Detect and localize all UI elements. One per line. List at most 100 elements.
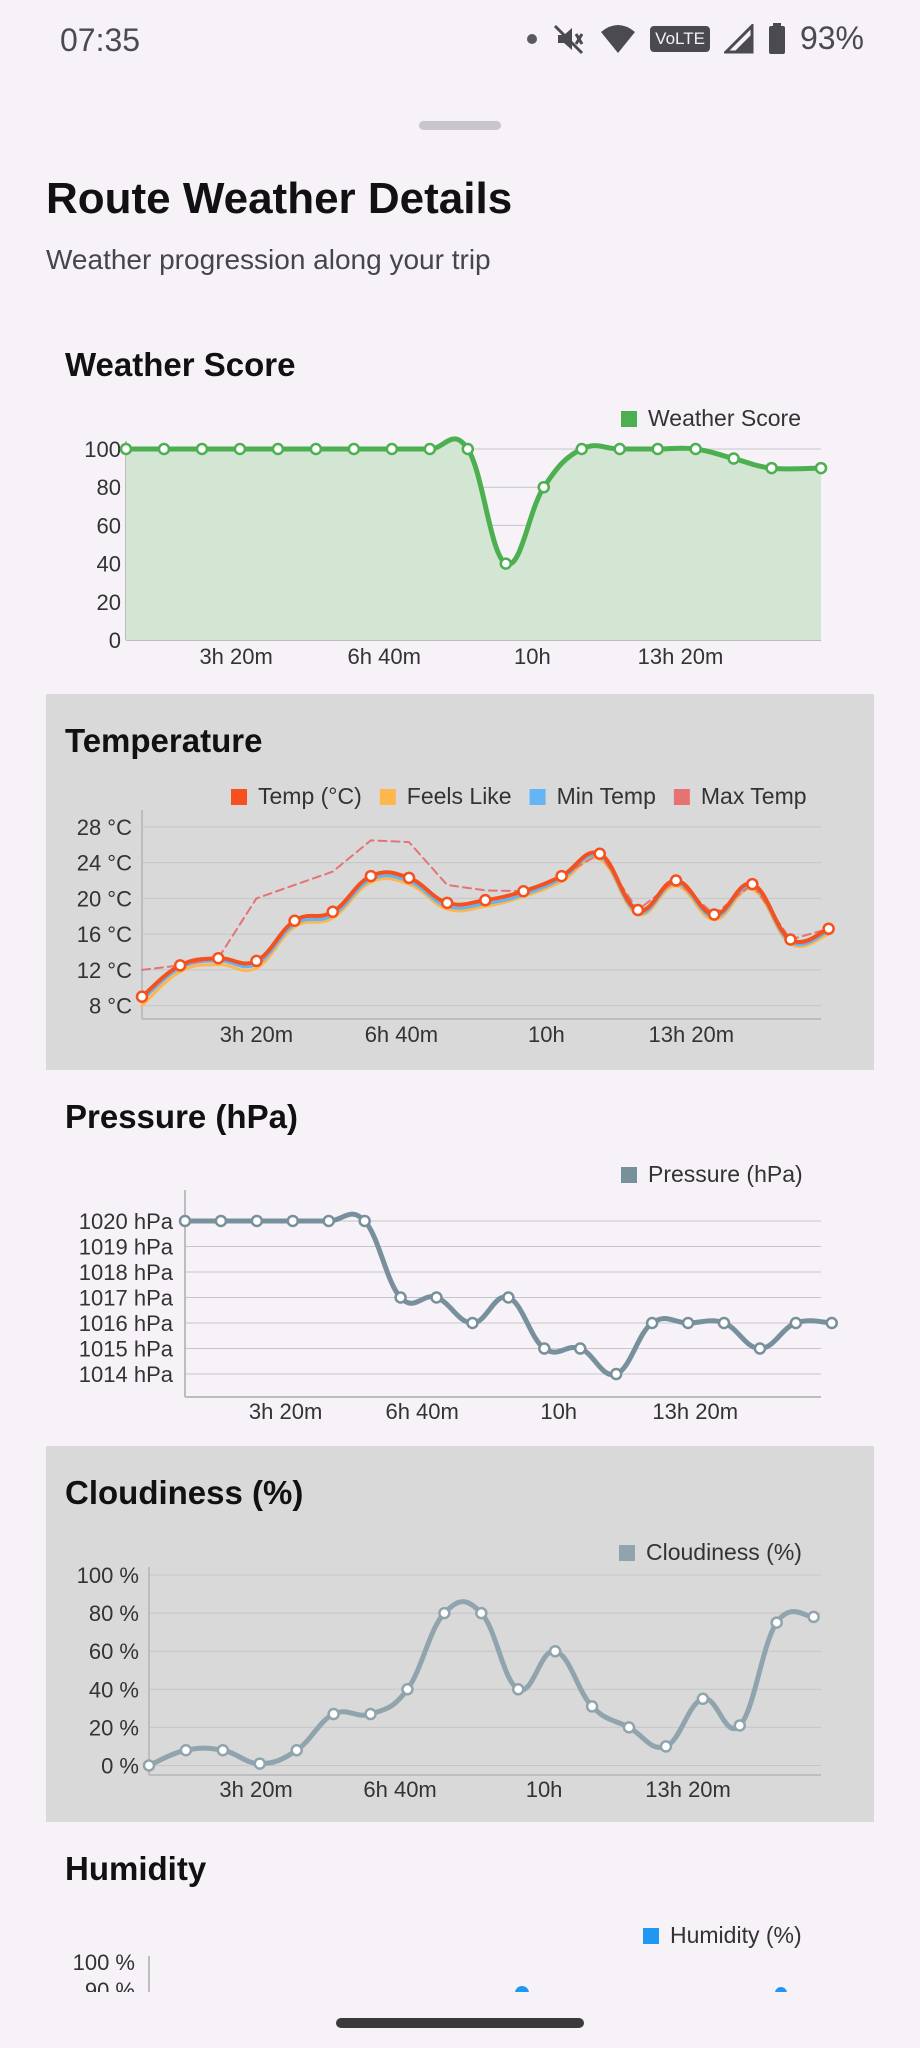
- data-point: [765, 461, 778, 475]
- data-point: [358, 1214, 371, 1228]
- data-point: [645, 1316, 659, 1330]
- x-tick-label: 10h: [528, 1022, 565, 1047]
- data-point: [364, 1707, 377, 1721]
- y-tick-label: 60: [97, 513, 121, 538]
- y-tick-label: 1017 hPa: [79, 1286, 174, 1311]
- cloudiness-card: Cloudiness (%) 100 % 80 % 60 % 40 % 20 % 0 % 3…: [46, 1446, 874, 1822]
- y-tick-label: 8 °C: [89, 994, 132, 1019]
- x-tick-label: 3h 20m: [220, 1022, 293, 1047]
- sheet-drag-handle[interactable]: [419, 121, 501, 130]
- y-tick-label: 80: [97, 475, 121, 500]
- y-tick-label: 100 %: [77, 1563, 139, 1588]
- data-point: [631, 903, 645, 917]
- humidity-chart: Humidity (%) 100 % 90 %: [73, 1922, 802, 1992]
- data-point: [775, 1987, 787, 1992]
- data-point: [250, 954, 263, 968]
- data-point: [461, 442, 475, 456]
- series-area: [126, 438, 821, 640]
- data-point: [499, 557, 513, 570]
- card-title: Weather Score: [65, 346, 296, 383]
- y-tick-label: 100: [84, 437, 121, 462]
- wifi-icon: [601, 24, 636, 53]
- y-tick-label: 1015 hPa: [79, 1337, 174, 1362]
- data-point: [286, 1214, 300, 1228]
- legend-label: Cloudiness (%): [646, 1539, 802, 1565]
- status-time: 07:35: [60, 22, 141, 58]
- data-point: [195, 442, 209, 456]
- data-point: [322, 1214, 335, 1228]
- data-point: [517, 885, 530, 898]
- x-tick-label: 3h 20m: [219, 1777, 292, 1802]
- data-point: [689, 442, 702, 456]
- data-point: [430, 1291, 443, 1304]
- data-point: [537, 480, 551, 494]
- data-point: [622, 1721, 636, 1734]
- y-tick-label: 0 %: [101, 1753, 139, 1778]
- y-tick-label: 1014 hPa: [79, 1362, 174, 1387]
- card-title: Cloudiness (%): [65, 1474, 304, 1511]
- legend-label: Humidity (%): [670, 1922, 802, 1948]
- data-point: [555, 869, 568, 883]
- data-point: [585, 1700, 599, 1713]
- data-point: [825, 1316, 839, 1330]
- data-point: [466, 1316, 479, 1330]
- legend-swatch: [621, 411, 637, 427]
- card-title: Humidity: [65, 1850, 207, 1887]
- data-point: [288, 914, 301, 927]
- data-point: [822, 922, 835, 936]
- y-tick-label: 1018 hPa: [79, 1260, 174, 1285]
- battery-percent: 93%: [799, 20, 864, 56]
- card-title: Pressure (hPa): [65, 1098, 298, 1135]
- y-tick-label: 60 %: [89, 1639, 139, 1664]
- data-point: [402, 871, 416, 885]
- x-tick-label: 6h 40m: [348, 644, 421, 669]
- status-icons: VoLTE 93%: [526, 20, 864, 57]
- legend-swatch: [673, 789, 690, 805]
- y-tick-label: 20 °C: [77, 886, 132, 911]
- y-tick-label: 0: [109, 628, 121, 653]
- data-point: [707, 908, 721, 921]
- page-subtitle: Weather progression along your trip: [46, 244, 491, 275]
- legend-label: Weather Score: [648, 405, 801, 431]
- legend-label: Min Temp: [557, 783, 656, 809]
- cellular-signal-icon: [723, 23, 754, 53]
- data-point: [475, 1606, 488, 1620]
- data-point: [814, 461, 828, 475]
- data-point: [511, 1683, 525, 1696]
- x-tick-label: 3h 20m: [199, 644, 272, 669]
- series-line: [146, 1599, 817, 1768]
- data-point: [659, 1740, 673, 1753]
- y-tick-label: 28 °C: [77, 815, 132, 840]
- legend-swatch: [379, 789, 396, 805]
- data-point: [157, 442, 171, 456]
- x-tick-label: 13h 20m: [652, 1399, 738, 1424]
- data-point: [727, 452, 740, 465]
- gesture-nav-bar[interactable]: [336, 2018, 584, 2028]
- battery-icon: [768, 22, 785, 54]
- legend-swatch: [529, 789, 546, 805]
- data-point: [746, 877, 759, 891]
- card-title: Temperature: [65, 722, 263, 759]
- data-point: [440, 896, 454, 910]
- data-point: [574, 1342, 587, 1355]
- page-title: Route Weather Details: [46, 174, 513, 223]
- data-point: [733, 1719, 747, 1732]
- data-point: [575, 442, 588, 456]
- data-point: [770, 1616, 783, 1629]
- data-point: [502, 1291, 515, 1304]
- x-tick-label: 6h 40m: [365, 1022, 438, 1047]
- data-point: [119, 442, 133, 456]
- data-point: [515, 1986, 529, 1992]
- data-point: [214, 1214, 228, 1228]
- data-point: [233, 442, 247, 456]
- y-tick-label: 1016 hPa: [79, 1311, 174, 1336]
- series-line: [140, 856, 831, 1008]
- series-line: [140, 853, 831, 1002]
- data-point: [479, 893, 492, 907]
- cloudiness-chart: 100 % 80 % 60 % 40 % 20 % 0 % 3h 20m 6h 40m 10h 1…: [77, 1539, 821, 1802]
- legend-swatch: [621, 1167, 637, 1183]
- y-tick-label: 1020 hPa: [79, 1209, 174, 1234]
- data-point: [613, 442, 626, 456]
- data-point: [438, 1606, 451, 1620]
- data-point: [290, 1743, 303, 1757]
